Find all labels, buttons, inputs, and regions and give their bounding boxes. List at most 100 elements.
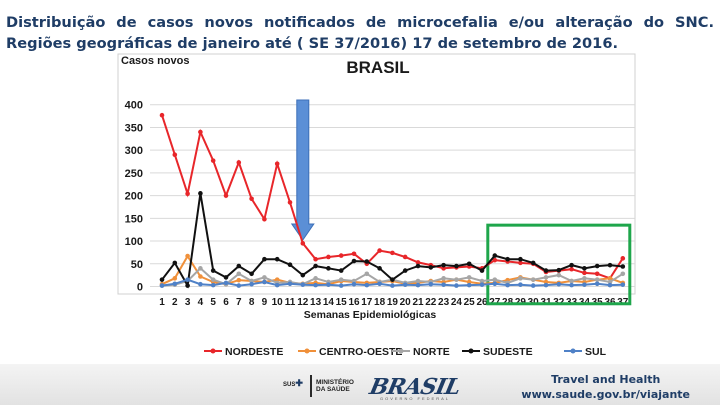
data-point xyxy=(364,259,370,264)
data-point xyxy=(210,277,216,282)
ministerio-label: MINISTÉRIO DA SAÚDE xyxy=(316,379,354,393)
data-point xyxy=(262,275,267,280)
legend-label: SUL xyxy=(585,346,607,358)
data-point xyxy=(620,264,626,269)
data-point xyxy=(505,256,510,262)
data-point xyxy=(172,260,178,266)
sus-label: SUS xyxy=(283,382,296,388)
x-tick-label: 14 xyxy=(323,297,335,308)
data-point xyxy=(466,282,472,288)
data-point xyxy=(543,268,549,273)
data-point xyxy=(313,276,318,281)
data-point xyxy=(454,277,459,282)
x-tick-label: 19 xyxy=(387,297,399,308)
data-point xyxy=(556,267,562,273)
data-point xyxy=(287,281,293,287)
x-tick-label: 2 xyxy=(172,297,178,308)
data-point xyxy=(377,281,382,287)
data-point xyxy=(466,261,472,267)
x-tick-label: 26 xyxy=(476,297,488,308)
data-point xyxy=(236,277,242,283)
y-tick-label: 300 xyxy=(125,145,143,157)
data-point xyxy=(569,266,574,272)
data-point xyxy=(607,282,613,288)
y-tick-label: 0 xyxy=(137,282,143,294)
y-tick-label: 350 xyxy=(125,122,143,134)
y-axis-label: Casos novos xyxy=(121,55,189,67)
x-tick-label: 11 xyxy=(285,297,296,308)
data-point xyxy=(210,282,216,288)
sus-logo: SUS✚ xyxy=(283,378,303,389)
x-tick-label: 5 xyxy=(210,297,216,308)
data-point xyxy=(274,256,280,262)
x-axis-label: Semanas Epidemiológicas xyxy=(304,309,437,321)
data-point xyxy=(313,282,318,288)
x-tick-label: 20 xyxy=(400,297,412,308)
data-point xyxy=(530,277,536,282)
data-point xyxy=(236,160,242,165)
footer-band xyxy=(0,364,720,405)
data-point xyxy=(415,278,421,284)
logo-divider xyxy=(310,375,312,397)
data-point xyxy=(236,263,242,269)
data-point xyxy=(159,112,165,118)
data-point xyxy=(518,256,523,262)
data-point xyxy=(390,277,395,282)
data-point xyxy=(441,262,446,268)
data-point xyxy=(402,254,408,260)
data-point xyxy=(620,282,626,287)
data-point xyxy=(479,268,485,273)
data-point xyxy=(543,282,549,288)
data-point xyxy=(492,253,498,258)
data-point xyxy=(223,193,229,198)
y-tick-label: 50 xyxy=(131,259,143,271)
x-tick-label: 6 xyxy=(223,297,229,308)
data-point xyxy=(441,282,446,287)
x-tick-label: 1 xyxy=(159,297,165,308)
data-point xyxy=(582,270,587,276)
data-point xyxy=(198,129,203,135)
data-point xyxy=(402,268,408,273)
data-point xyxy=(172,276,178,281)
legend-marker xyxy=(304,348,310,354)
data-point xyxy=(223,275,229,280)
data-point xyxy=(415,282,421,288)
data-point xyxy=(543,279,549,285)
data-point xyxy=(377,266,382,271)
data-point xyxy=(543,275,549,280)
data-point xyxy=(338,268,344,273)
x-tick-label: 22 xyxy=(425,297,437,308)
data-point xyxy=(300,282,306,287)
data-point xyxy=(390,283,395,288)
data-point xyxy=(172,152,178,158)
x-tick-label: 16 xyxy=(348,297,360,308)
data-point xyxy=(620,271,626,277)
data-point xyxy=(262,216,267,222)
data-point xyxy=(582,266,587,271)
travel-url[interactable]: www.saude.gov.br/viajante xyxy=(521,388,690,401)
data-point xyxy=(454,263,459,269)
data-point xyxy=(210,268,216,273)
x-tick-label: 7 xyxy=(236,297,242,308)
legend-marker xyxy=(210,348,216,354)
y-axis-ticks: 0 50 100 150 200 250 300 350 400 xyxy=(125,100,143,294)
data-point xyxy=(505,282,510,288)
data-point xyxy=(441,266,446,271)
data-point xyxy=(594,281,600,287)
data-point xyxy=(428,265,434,270)
data-point xyxy=(530,260,536,266)
data-point xyxy=(338,277,344,282)
x-tick-label: 3 xyxy=(185,297,191,308)
data-point xyxy=(594,277,600,282)
legend-marker xyxy=(398,348,404,354)
data-point xyxy=(274,161,280,167)
data-point xyxy=(274,282,280,288)
y-tick-label: 400 xyxy=(125,100,143,112)
legend-label: CENTRO-OESTE xyxy=(319,346,402,358)
brasil-governo-logo: BRASIL GOVERNO FEDERAL xyxy=(366,372,462,401)
data-point xyxy=(364,282,370,288)
x-tick-label: 18 xyxy=(374,297,386,308)
x-tick-label: 4 xyxy=(198,297,204,308)
data-point xyxy=(569,278,574,284)
data-point xyxy=(287,262,293,267)
